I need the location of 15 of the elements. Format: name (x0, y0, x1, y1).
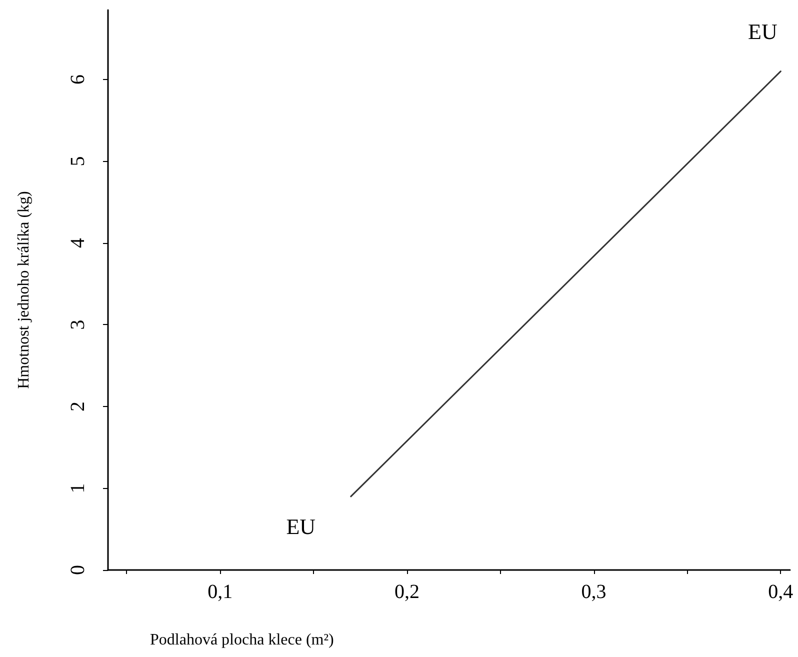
y-tick-label: 5 (67, 156, 89, 166)
y-tick-label: 4 (67, 238, 89, 248)
x-tick-label: 0,2 (394, 581, 420, 603)
annotation: EU (286, 514, 316, 539)
x-axis-title: Podlahová plocha klece (m²) (150, 632, 334, 648)
y-tick-label: 1 (67, 483, 89, 494)
annotation: EU (748, 18, 778, 44)
y-tick-label: 3 (67, 320, 89, 330)
y-tick-label: 0 (67, 565, 89, 575)
x-tick-label: 0,4 (768, 581, 794, 603)
x-tick-label: 0,1 (208, 581, 233, 603)
y-axis-title: Hmotnost jednoho králíka (kg) (16, 191, 32, 389)
y-tick-label: 6 (67, 74, 89, 84)
x-tick-label: 0,3 (581, 581, 606, 603)
y-tick-label: 2 (67, 401, 89, 412)
